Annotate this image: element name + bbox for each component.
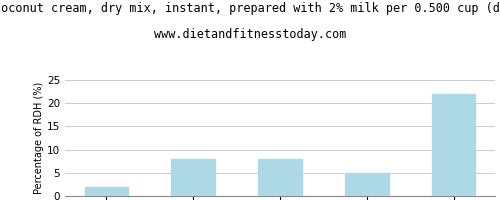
- Bar: [84, 187, 128, 196]
- Text: www.dietandfitnesstoday.com: www.dietandfitnesstoday.com: [154, 28, 346, 41]
- Bar: [258, 159, 302, 196]
- Bar: [432, 94, 476, 196]
- Text: coconut cream, dry mix, instant, prepared with 2% milk per 0.500 cup (dr: coconut cream, dry mix, instant, prepare…: [0, 2, 500, 15]
- Bar: [345, 173, 389, 196]
- Bar: [172, 159, 215, 196]
- Y-axis label: Percentage of RDH (%): Percentage of RDH (%): [34, 82, 44, 194]
